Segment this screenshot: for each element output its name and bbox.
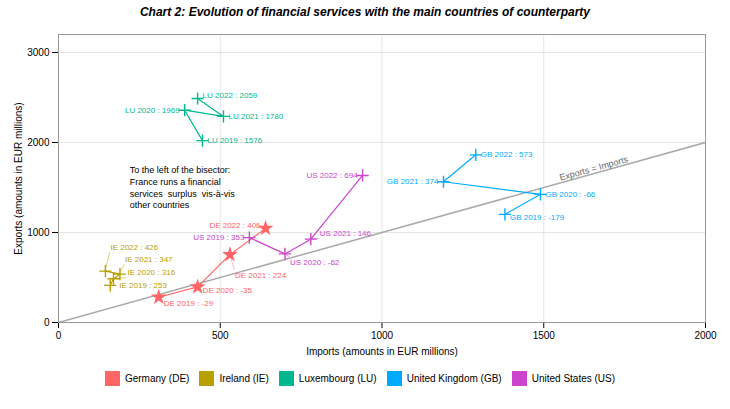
svg-text:IE 2021 : 347: IE 2021 : 347 (125, 255, 173, 264)
svg-text:0: 0 (44, 317, 50, 328)
html-text:Ireland (IE): Ireland (IE) (219, 373, 269, 384)
svg-text:IE 2020 : 316: IE 2020 : 316 (127, 268, 175, 277)
html-text:United States (US): United States (US) (531, 373, 616, 384)
svg-text:GB 2021 : 374: GB 2021 : 374 (387, 177, 439, 186)
svg-text:GB 2020 : -66: GB 2020 : -66 (546, 190, 596, 199)
svg-text:US 2022 : 694: US 2022 : 694 (306, 171, 358, 180)
svg-text:LU 2021 : 1780: LU 2021 : 1780 (228, 112, 283, 121)
svg-text:DE 2019 : -29: DE 2019 : -29 (164, 299, 214, 308)
svg-text:Exports = Imports: Exports = Imports (558, 154, 629, 183)
svg-text:To the left of the bisector:Fr: To the left of the bisector:France runs … (130, 165, 236, 210)
svg-text:GB 2019 : -179: GB 2019 : -179 (510, 213, 565, 222)
svg-text:1000: 1000 (371, 330, 394, 341)
html-text:Germany (DE): Germany (DE) (124, 373, 190, 384)
html-text:United Kingdom (GB): United Kingdom (GB) (406, 373, 502, 384)
svg-text:GB 2022 : 573: GB 2022 : 573 (481, 150, 533, 159)
svg-text:LU 2022 : 2059: LU 2022 : 2059 (203, 91, 258, 100)
svg-text:US 2021 : 146: US 2021 : 146 (320, 229, 372, 238)
svg-text:Imports (amounts in EUR millio: Imports (amounts in EUR millions) (306, 346, 458, 357)
svg-text:IE 2022 : 426: IE 2022 : 426 (110, 243, 158, 252)
svg-text:2000: 2000 (694, 330, 717, 341)
svg-text:LU 2020 : 1969: LU 2020 : 1969 (125, 106, 180, 115)
html-text:Chart 2: Evolution of financia: Chart 2: Evolution of financial services… (140, 5, 590, 19)
svg-text:3000: 3000 (27, 47, 50, 58)
svg-text:DE 2022 : 406: DE 2022 : 406 (209, 221, 261, 230)
svg-text:US 2019 : 353: US 2019 : 353 (193, 233, 245, 242)
svg-text:1500: 1500 (533, 330, 556, 341)
svg-text:US 2020 : -62: US 2020 : -62 (290, 258, 340, 267)
svg-text:0: 0 (56, 330, 62, 341)
svg-text:1000: 1000 (27, 227, 50, 238)
svg-text:LU 2019 : 1576: LU 2019 : 1576 (207, 136, 262, 145)
svg-text:2000: 2000 (27, 137, 50, 148)
svg-text:IE 2019 : 253: IE 2019 : 253 (119, 281, 167, 290)
svg-text:500: 500 (212, 330, 229, 341)
svg-text:DE 2020 : -35: DE 2020 : -35 (203, 286, 253, 295)
html-text:Luxembourg (LU): Luxembourg (LU) (298, 373, 377, 384)
svg-text:DE 2021 : 224: DE 2021 : 224 (235, 271, 287, 280)
svg-text:Exports (amounts in EUR millio: Exports (amounts in EUR millions) (13, 102, 24, 254)
